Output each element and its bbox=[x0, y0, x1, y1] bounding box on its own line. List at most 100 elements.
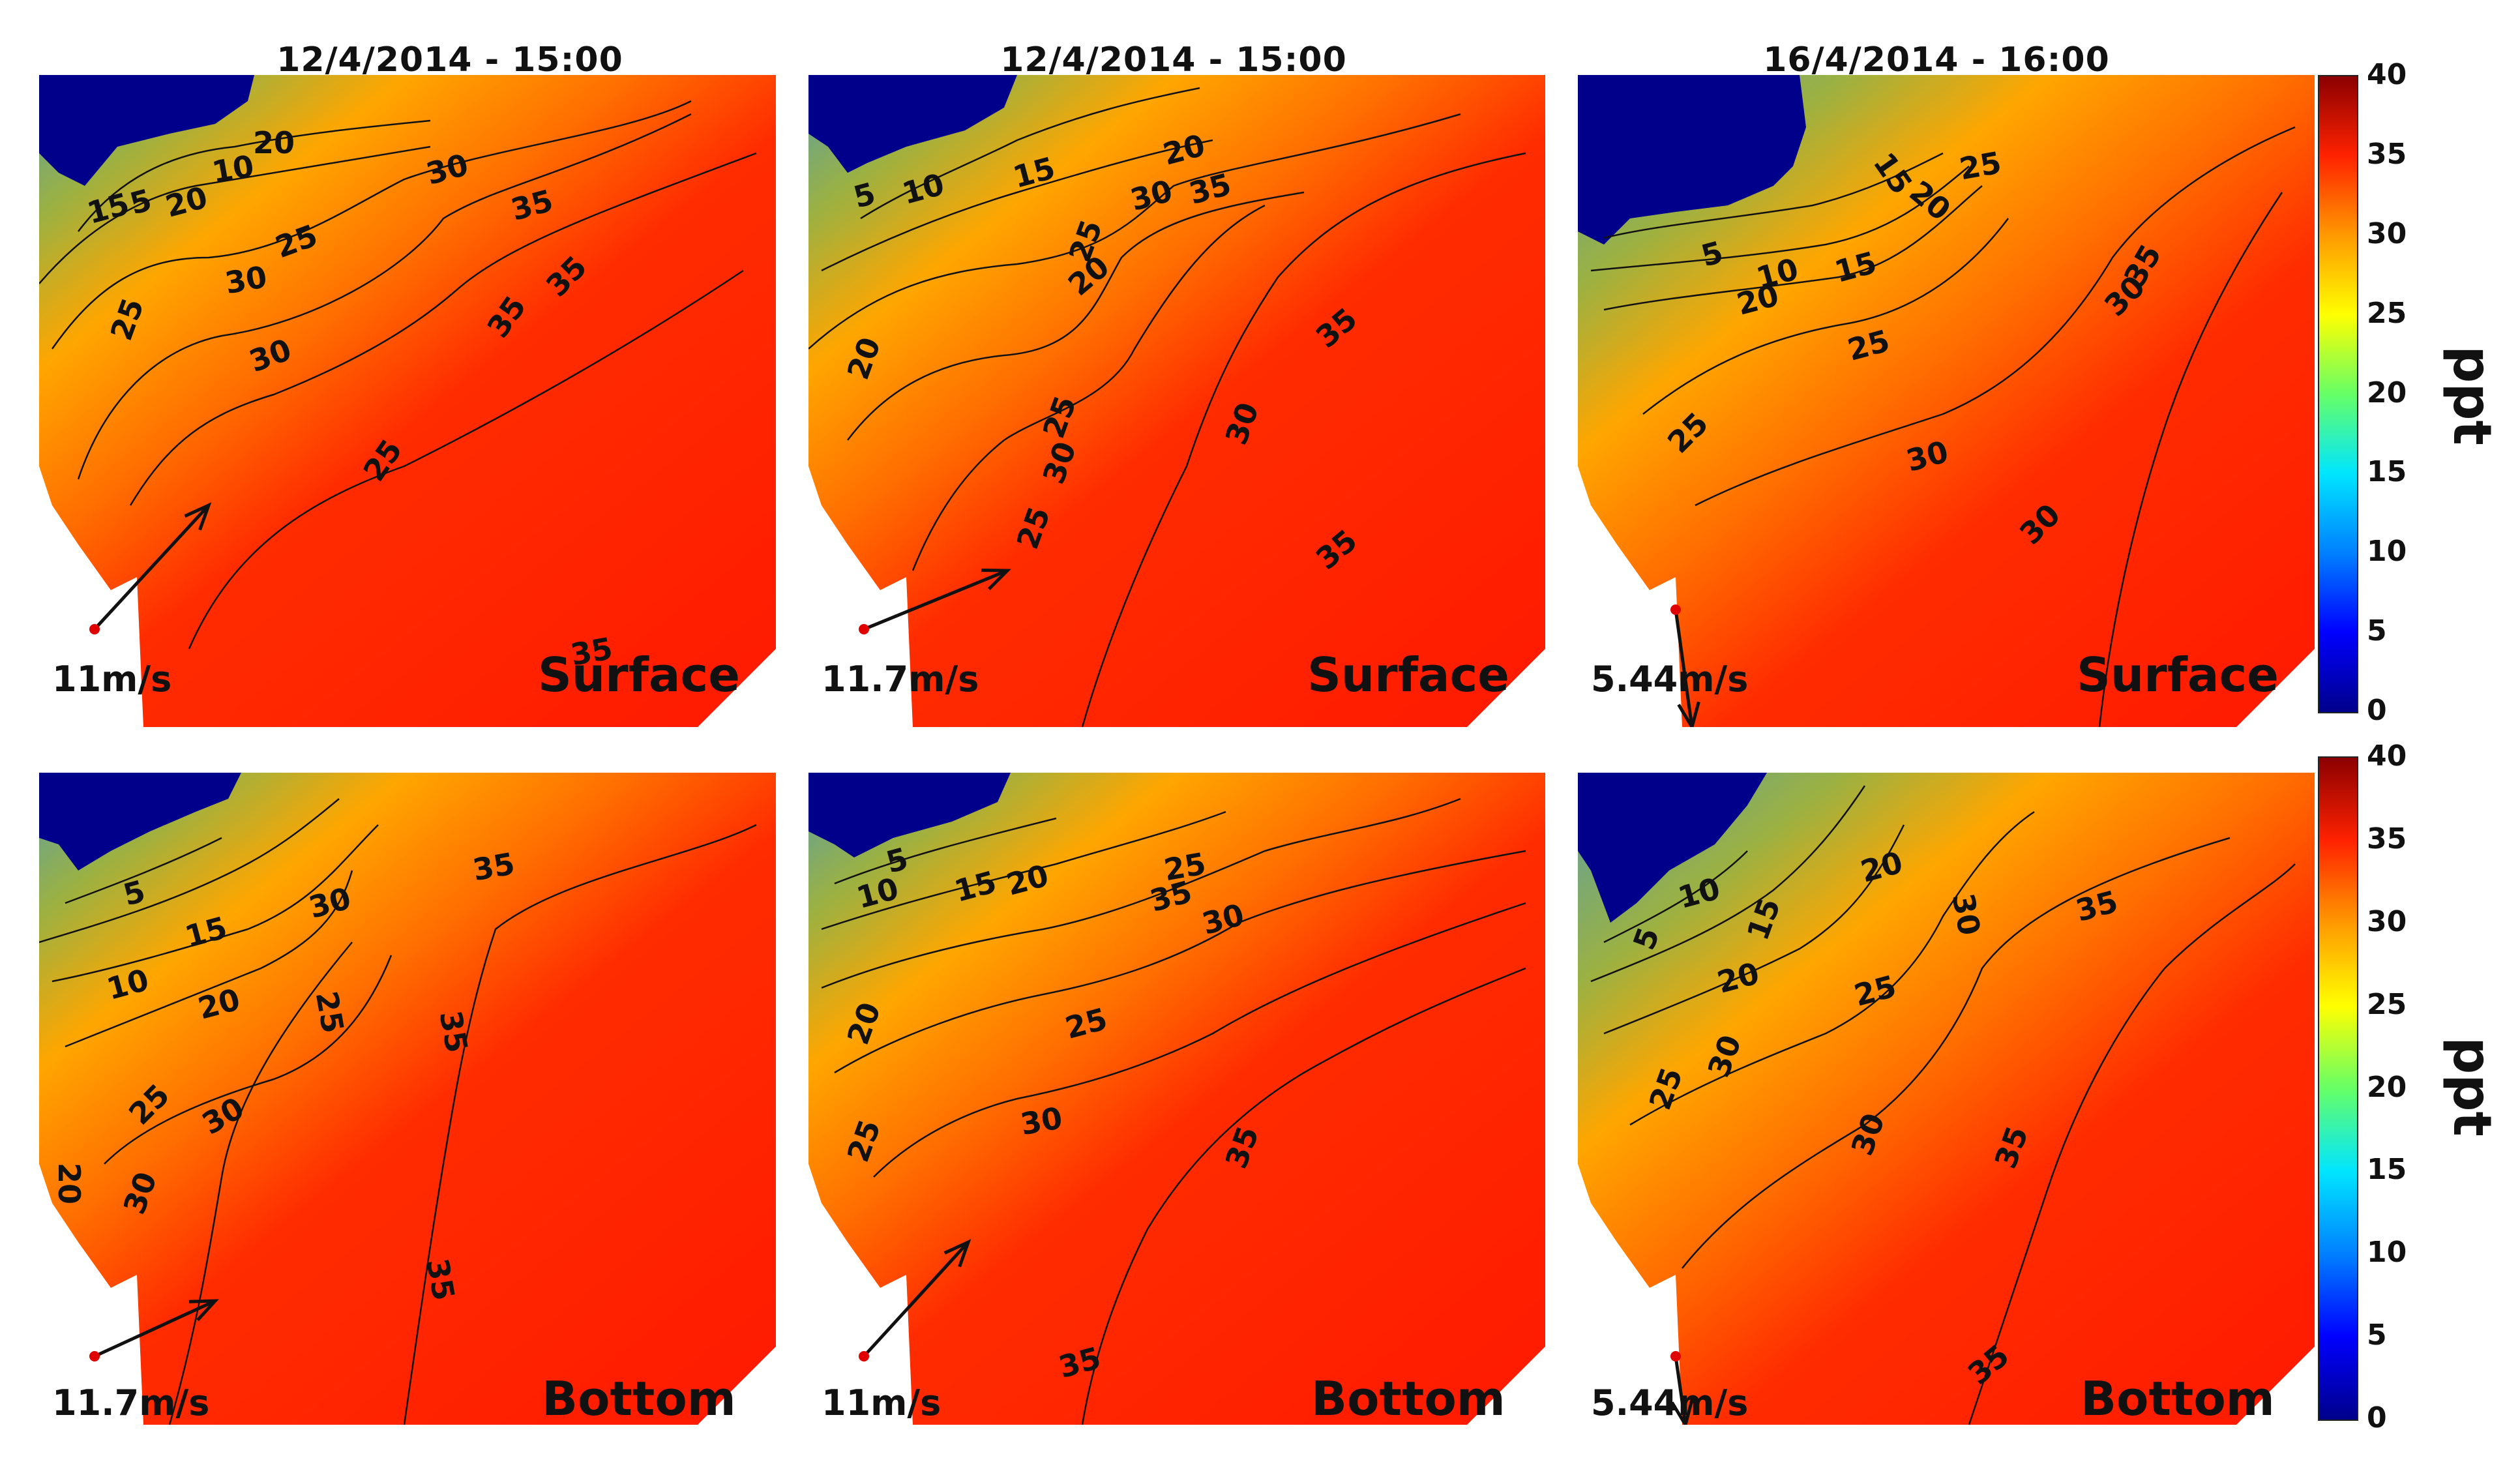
contour-label: 10 bbox=[209, 148, 256, 190]
contour-line bbox=[1603, 185, 1983, 311]
low-salinity-zone bbox=[808, 773, 1011, 857]
colorbar-bottom-tick: 40 bbox=[2367, 739, 2407, 773]
layer-label: Bottom bbox=[542, 1371, 736, 1425]
panel-title-3: 16/4/2014 - 16:00 bbox=[1763, 40, 2110, 80]
wind-arrow bbox=[93, 504, 210, 631]
offshore-field bbox=[808, 75, 1545, 727]
panel-title-1: 12/4/2014 - 15:00 bbox=[276, 40, 623, 80]
contour-line bbox=[403, 824, 757, 1425]
contour-line bbox=[39, 798, 340, 944]
salinity-field bbox=[1578, 773, 2315, 1425]
layer-label: Surface bbox=[538, 647, 740, 702]
contour-label: 35 bbox=[420, 1256, 462, 1303]
offshore-field bbox=[1578, 773, 2315, 1425]
colorbar-top-tick: 30 bbox=[2367, 216, 2407, 250]
colorbar-bottom-tick: 25 bbox=[2367, 987, 2407, 1021]
contour-line bbox=[847, 191, 1305, 441]
map-panel-surface-2: 5 10 15 20 25 30 35 20 20 25 25 30 30 35 35 11.7m/s Surf… bbox=[808, 75, 1545, 727]
contour-label: 25 bbox=[1161, 846, 1208, 887]
colorbar-bottom-tick: 10 bbox=[2367, 1236, 2407, 1270]
colorbar-top bbox=[2318, 75, 2358, 713]
low-salinity-zone bbox=[39, 773, 241, 870]
panel-title-2: 12/4/2014 - 15:00 bbox=[1000, 40, 1347, 80]
map-panel-bottom-3: 5 10 15 20 30 35 20 25 30 25 30 35 35 5.44m/s Bottom bbox=[1578, 773, 2315, 1425]
contour-label: 20 bbox=[52, 1163, 87, 1204]
wind-speed-label: 11.7m/s bbox=[52, 1382, 209, 1423]
contour-label: 30 bbox=[1946, 891, 1987, 938]
colorbar-top-tick: 35 bbox=[2367, 137, 2407, 171]
wind-arrow-head bbox=[1670, 1399, 1694, 1425]
map-panel-surface-3: 15 20 25 30 5 10 15 20 25 30 25 30 35 5.44m/s Surface bbox=[1578, 75, 2315, 727]
wind-arrow-head bbox=[1677, 701, 1700, 727]
wind-arrow-head bbox=[981, 569, 1011, 591]
contour-line bbox=[1603, 850, 1748, 944]
colorbar-bottom-tick: 0 bbox=[2367, 1401, 2387, 1435]
offshore-field bbox=[808, 773, 1545, 1425]
contour-label: 20 bbox=[253, 125, 295, 160]
wind-station-marker bbox=[89, 624, 100, 634]
contour-line bbox=[104, 955, 393, 1165]
salinity-field bbox=[808, 773, 1545, 1425]
layer-label: Surface bbox=[2077, 647, 2279, 702]
contour-line bbox=[65, 837, 222, 904]
contour-label: 25 bbox=[309, 989, 351, 1035]
offshore-field bbox=[39, 75, 776, 727]
contour-line bbox=[188, 269, 744, 649]
contour-line bbox=[912, 204, 1266, 571]
wind-arrow bbox=[863, 569, 1008, 631]
salinity-field bbox=[808, 75, 1545, 727]
contour-line bbox=[1695, 126, 2296, 507]
contour-label: 25 bbox=[1957, 145, 2004, 186]
wind-station-marker bbox=[89, 1351, 100, 1361]
wind-arrow-head bbox=[184, 502, 212, 531]
wind-station-marker bbox=[1670, 1351, 1681, 1361]
layer-label: Bottom bbox=[1311, 1371, 1505, 1425]
colorbar-top-tick: 0 bbox=[2367, 694, 2387, 727]
wind-speed-label: 11.7m/s bbox=[822, 659, 979, 700]
contour-line bbox=[39, 145, 431, 284]
layer-label: Bottom bbox=[2081, 1371, 2275, 1425]
contour-line bbox=[821, 797, 1461, 989]
contour-label: 35 bbox=[470, 846, 517, 887]
wind-station-marker bbox=[859, 1351, 869, 1361]
salinity-field bbox=[39, 773, 776, 1425]
contour-line bbox=[129, 152, 757, 506]
low-salinity-zone bbox=[39, 75, 254, 186]
wind-speed-label: 5.44m/s bbox=[1591, 1382, 1748, 1423]
contour-line bbox=[821, 139, 1213, 272]
colorbar-top-tick: 40 bbox=[2367, 58, 2407, 91]
wind-arrow-head bbox=[188, 1299, 219, 1322]
colorbar-bottom bbox=[2318, 756, 2358, 1421]
map-panel-bottom-1: 5 15 30 35 10 20 25 25 30 35 20 30 35 11.7m/s Bottom bbox=[39, 773, 776, 1425]
wind-arrow bbox=[1674, 609, 1694, 727]
contour-line bbox=[1590, 785, 1866, 983]
colorbar-bottom-tick: 30 bbox=[2367, 904, 2407, 938]
low-salinity-zone bbox=[1578, 773, 1767, 923]
contour-line bbox=[1629, 811, 2035, 1126]
contour-line bbox=[78, 119, 431, 232]
colorbar-top-tick: 15 bbox=[2367, 455, 2407, 489]
contour-line bbox=[1590, 166, 1970, 272]
wind-speed-label: 11m/s bbox=[822, 1382, 941, 1423]
contour-line bbox=[873, 902, 1526, 1178]
colorbar-bottom-tick: 15 bbox=[2367, 1153, 2407, 1187]
wind-arrow-head bbox=[943, 1239, 971, 1268]
unit-label-top: ppt bbox=[2441, 346, 2502, 445]
unit-label-bottom: ppt bbox=[2441, 1037, 2502, 1137]
colorbar-top-tick: 5 bbox=[2367, 614, 2387, 648]
contour-line bbox=[168, 942, 353, 1425]
contour-line bbox=[77, 113, 692, 480]
offshore-field bbox=[39, 773, 776, 1425]
contour-line bbox=[2098, 192, 2283, 727]
colorbar-top-tick: 25 bbox=[2367, 296, 2407, 330]
contour-line bbox=[808, 113, 1461, 350]
map-panel-bottom-2: 5 10 15 20 25 30 35 20 25 25 30 35 35 11m/s Bottom bbox=[808, 773, 1545, 1425]
contour-line bbox=[1968, 863, 2296, 1425]
wind-arrow bbox=[863, 1241, 970, 1358]
colorbar-bottom-tick: 20 bbox=[2367, 1070, 2407, 1104]
contour-line bbox=[65, 870, 353, 1048]
